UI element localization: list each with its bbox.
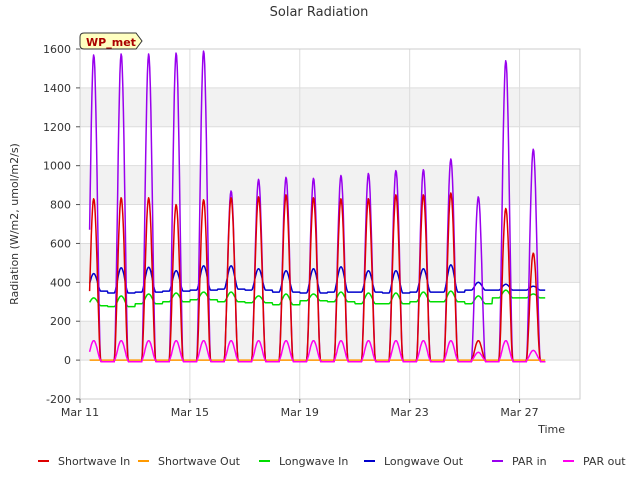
grid-band xyxy=(80,321,580,361)
y-tick-label: 800 xyxy=(50,199,71,212)
legend-label-par-in: PAR in xyxy=(512,455,547,468)
x-tick-label: Mar 15 xyxy=(171,406,209,419)
y-tick-label: 0 xyxy=(64,354,71,367)
chart-title: Solar Radiation xyxy=(270,5,369,20)
y-tick-label: 1600 xyxy=(43,43,71,56)
legend-label-shortwave-out: Shortwave Out xyxy=(158,455,241,468)
x-tick-label: Mar 11 xyxy=(61,406,99,419)
x-axis-label: Time xyxy=(537,423,565,436)
grid-band xyxy=(80,165,580,205)
grid-band xyxy=(80,243,580,283)
y-tick-label: 1400 xyxy=(43,82,71,95)
x-tick-label: Mar 23 xyxy=(391,406,429,419)
legend-label-longwave-out: Longwave Out xyxy=(384,455,464,468)
series-line-par-out xyxy=(88,339,546,363)
site-badge-label: WP_met xyxy=(86,36,136,49)
legend-label-shortwave-in: Shortwave In xyxy=(58,455,130,468)
plot-frame xyxy=(79,48,581,400)
y-axis-label: Radiation (W/m2, umol/m2/s) xyxy=(8,143,21,305)
legend-label-par-out: PAR out xyxy=(583,455,626,468)
y-tick-label: 200 xyxy=(50,315,71,328)
y-tick-label: 600 xyxy=(50,237,71,250)
x-tick-label: Mar 27 xyxy=(500,406,538,419)
y-tick-label: 1000 xyxy=(43,160,71,173)
x-tick-label: Mar 19 xyxy=(281,406,319,419)
y-tick-label: 400 xyxy=(50,276,71,289)
y-tick-label: 1200 xyxy=(43,121,71,134)
y-tick-label: -200 xyxy=(46,393,71,406)
grid-band xyxy=(80,87,580,127)
site-badge: WP_met xyxy=(79,32,143,50)
legend-label-longwave-in: Longwave In xyxy=(279,455,348,468)
